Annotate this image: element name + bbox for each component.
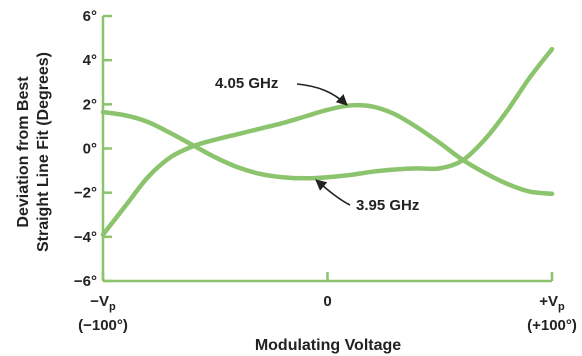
x-tick-label-main: 0 (323, 293, 331, 310)
x-ticks: −Vp(−100°)0 +Vp(+100°) (78, 272, 577, 334)
series-line-3-95-ghz (100, 46, 555, 181)
y-tick-label: 4° (83, 52, 97, 69)
y-ticks: 6° 4° 2° 0° −2° −4° −6° (74, 8, 112, 290)
x-tick-note: (−100°) (78, 317, 128, 334)
x-tick-label: +Vp (539, 293, 565, 313)
annotation-3-95-label: 3.95 GHz (356, 197, 419, 214)
x-tick-label: 0 (323, 293, 331, 310)
annotation-4-05: 4.05 GHz (215, 75, 348, 106)
annotation-3-95-arrow (315, 179, 351, 206)
y-axis-title: Deviation from Best Straight Line Fit (D… (15, 52, 52, 252)
y-tick-label: 6° (83, 8, 97, 25)
y-axis-title-line-2: Straight Line Fit (Degrees) (35, 52, 52, 252)
x-tick-label-main: −V (90, 293, 109, 310)
x-tick-label: −Vp (90, 293, 116, 313)
x-tick-label-subscript: p (558, 301, 565, 313)
y-tick-label: −2° (74, 185, 97, 202)
y-tick-label: 0° (83, 141, 97, 158)
annotation-4-05-label: 4.05 GHz (215, 75, 278, 92)
annotation-3-95: 3.95 GHz (315, 179, 419, 214)
y-tick-label: −4° (74, 229, 97, 246)
x-axis-title: Modulating Voltage (255, 337, 401, 354)
series-group (100, 46, 555, 237)
y-tick-label: 2° (83, 96, 97, 113)
series-line-4-05-ghz (100, 102, 555, 237)
annotation-4-05-arrow (296, 83, 348, 106)
x-tick-label-main: +V (539, 293, 558, 310)
x-tick-label-subscript: p (109, 301, 116, 313)
y-tick-label: −6° (74, 273, 97, 290)
x-tick-note: (+100°) (527, 317, 577, 334)
y-axis-title-line-1: Deviation from Best (15, 76, 32, 228)
